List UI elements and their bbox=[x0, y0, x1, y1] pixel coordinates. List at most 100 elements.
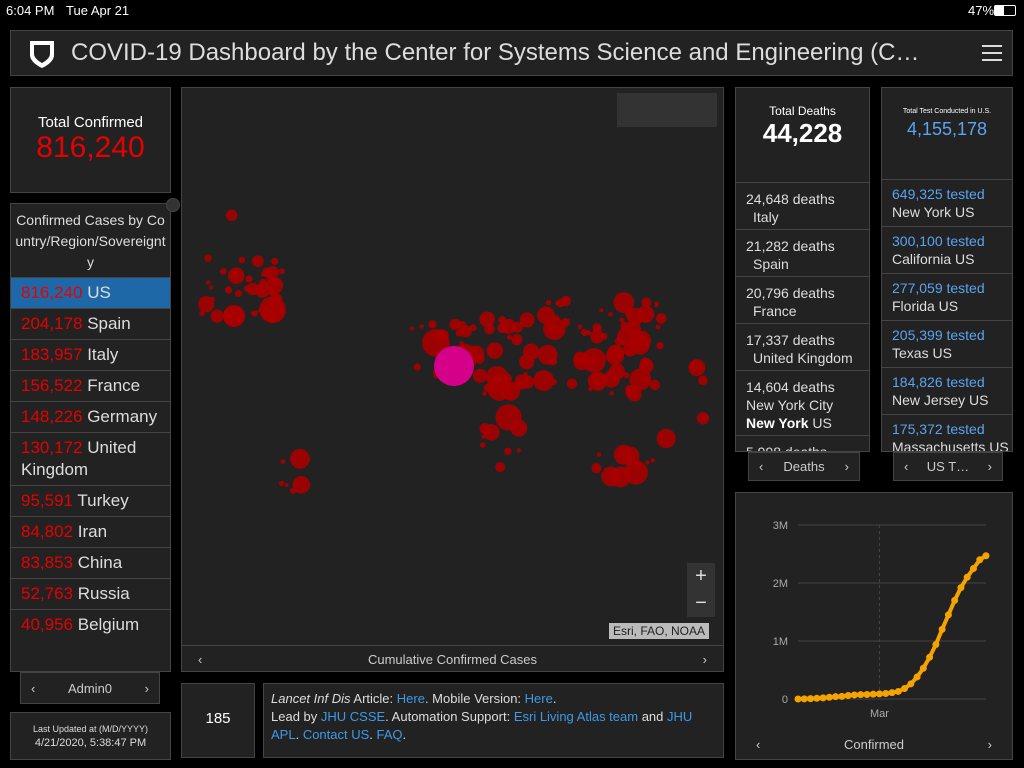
map-bubble bbox=[625, 321, 641, 337]
map-bubble bbox=[586, 330, 592, 336]
menu-button[interactable] bbox=[982, 44, 1002, 62]
map-bubble bbox=[468, 345, 485, 362]
map-bubble bbox=[545, 299, 552, 306]
death-place: Spain bbox=[746, 255, 859, 273]
map-bubble bbox=[588, 358, 593, 364]
battery-icon bbox=[994, 5, 1016, 16]
prev-button[interactable]: ‹ bbox=[756, 736, 761, 752]
next-button[interactable]: › bbox=[844, 459, 849, 474]
map-bubble bbox=[224, 286, 233, 294]
map-bubble bbox=[292, 475, 311, 494]
map-caption: Cumulative Confirmed Cases bbox=[367, 651, 538, 667]
info-link[interactable]: JHU CSSE bbox=[320, 709, 386, 724]
count-value: 185 bbox=[205, 710, 231, 727]
country-row[interactable]: 148,226 Germany bbox=[11, 401, 170, 432]
point bbox=[825, 693, 833, 701]
next-button[interactable]: › bbox=[987, 736, 992, 752]
info-link[interactable]: JHU APL bbox=[271, 709, 696, 742]
y-tick-label: 3M bbox=[773, 520, 788, 532]
test-count: 300,100 tested bbox=[892, 233, 985, 249]
map-bubble bbox=[479, 311, 495, 328]
country-row[interactable]: 183,957 Italy bbox=[11, 339, 170, 370]
country-nav-label: Admin0 bbox=[67, 680, 113, 696]
map-bubble bbox=[410, 326, 415, 331]
chart-panel: 0 1M 2M 3M Mar ‹ Confirmed › bbox=[735, 492, 1013, 760]
prev-button[interactable]: ‹ bbox=[759, 459, 764, 474]
death-place: New York City New York US bbox=[746, 396, 859, 432]
map-bubble bbox=[590, 329, 605, 344]
tests-nav-label: US T… bbox=[926, 459, 970, 474]
country-count: 40,956 bbox=[21, 615, 73, 634]
map-bubble bbox=[596, 452, 602, 457]
map-bubble bbox=[238, 256, 246, 264]
country-count: 83,853 bbox=[21, 553, 73, 572]
chart-nav: ‹ Confirmed › bbox=[736, 729, 1012, 759]
map-bubble bbox=[556, 299, 565, 308]
point bbox=[963, 573, 971, 581]
next-button[interactable]: › bbox=[702, 651, 707, 667]
country-row[interactable]: 40,956 Belgium bbox=[11, 609, 170, 640]
country-row[interactable]: 816,240 US bbox=[11, 277, 170, 308]
map-bubble bbox=[626, 307, 644, 326]
test-row: 277,059 tested Florida US bbox=[882, 274, 1012, 321]
next-button[interactable]: › bbox=[144, 680, 149, 696]
country-row[interactable]: 83,853 China bbox=[11, 547, 170, 578]
death-region: New York bbox=[746, 415, 809, 431]
expand-button[interactable] bbox=[166, 198, 180, 212]
death-place-name: New York City bbox=[746, 397, 834, 413]
country-row[interactable]: 95,591 Turkey bbox=[11, 485, 170, 516]
zoom-controls[interactable]: + − bbox=[687, 563, 715, 617]
map-bubble bbox=[473, 368, 488, 383]
header: COVID-19 Dashboard by the Center for Sys… bbox=[10, 30, 1013, 76]
info-link[interactable]: Esri Living Atlas team bbox=[513, 709, 639, 724]
death-place: France bbox=[746, 302, 859, 320]
country-row[interactable]: 52,763 Russia bbox=[11, 578, 170, 609]
info-link[interactable]: Contact US bbox=[302, 727, 370, 742]
map-toolbar[interactable] bbox=[617, 93, 717, 127]
map-bubble bbox=[486, 342, 504, 359]
death-count: 14,604 deaths bbox=[746, 379, 835, 395]
info-text: . bbox=[402, 727, 407, 742]
info-link[interactable]: FAQ bbox=[376, 727, 403, 742]
info-link[interactable]: Here bbox=[396, 691, 425, 706]
country-list-title: Confirmed Cases by Country/Region/Sovere… bbox=[15, 212, 166, 270]
country-count: 156,522 bbox=[21, 376, 83, 395]
prev-button[interactable]: ‹ bbox=[198, 651, 203, 667]
map-bubble bbox=[650, 458, 656, 463]
map-bubble bbox=[609, 391, 614, 396]
country-row[interactable]: 204,178 Spain bbox=[11, 308, 170, 339]
test-row: 300,100 tested California US bbox=[882, 227, 1012, 274]
country-name: Russia bbox=[77, 584, 130, 603]
map bbox=[198, 209, 710, 494]
map-bubble bbox=[613, 444, 634, 465]
prev-button[interactable]: ‹ bbox=[31, 680, 36, 696]
map-bubble bbox=[259, 296, 287, 324]
map-bubble bbox=[537, 344, 558, 365]
tests-nav: ‹ US T… › bbox=[893, 452, 1003, 481]
tests-value: 4,155,178 bbox=[906, 119, 988, 139]
country-row[interactable]: 156,522 France bbox=[11, 370, 170, 401]
map-bubble bbox=[493, 373, 500, 380]
map-bubble bbox=[219, 267, 227, 275]
map-bubble bbox=[566, 378, 577, 389]
last-updated-label: Last Updated at (M/D/YYYY) bbox=[32, 724, 149, 734]
country-row[interactable]: 84,802 Iran bbox=[11, 516, 170, 547]
country-rows: 816,240 US 204,178 Spain 183,957 Italy 156,… bbox=[11, 277, 170, 640]
map-bubble bbox=[519, 312, 535, 328]
prev-button[interactable]: ‹ bbox=[904, 459, 909, 474]
tests-header: Total Test Conducted in U.S. 4,155,178 bbox=[882, 108, 1012, 180]
map-bubble bbox=[245, 275, 253, 283]
point bbox=[838, 692, 846, 700]
deaths-nav-label: Deaths bbox=[783, 459, 825, 474]
point bbox=[938, 625, 946, 633]
test-count: 205,399 tested bbox=[892, 327, 985, 343]
next-button[interactable]: › bbox=[987, 459, 992, 474]
status-date: Tue Apr 21 bbox=[66, 3, 130, 18]
map-bubble bbox=[655, 324, 661, 330]
country-row[interactable]: 130,172 United Kingdom bbox=[11, 432, 170, 485]
death-count: 5,998 deaths bbox=[746, 444, 827, 452]
info-link[interactable]: Here bbox=[524, 691, 553, 706]
point bbox=[800, 695, 808, 703]
map-bubble bbox=[516, 448, 521, 453]
map-bubble bbox=[623, 460, 648, 485]
